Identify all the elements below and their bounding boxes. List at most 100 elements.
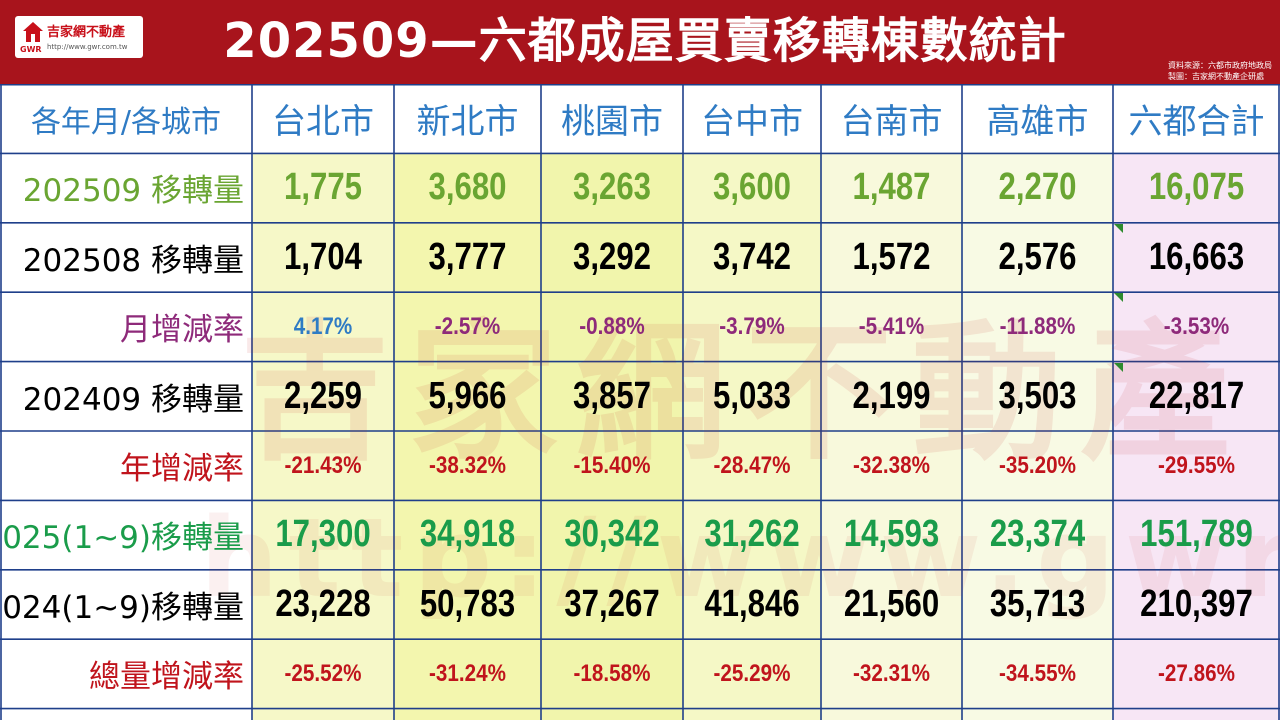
table-row: 2024(1~9)移轉量 23,228 50,783 37,267 41,846 21,5… xyxy=(0,570,1280,639)
table-row: 總量增減率 -25.52% -31.24% -18.58% -25.29% -32.31%… xyxy=(0,639,1280,708)
value-cell: 37,267 xyxy=(564,582,660,625)
value-cell: 30,342 xyxy=(564,513,660,556)
column-header: 台北市 xyxy=(272,102,374,142)
value-cell: 2,576 xyxy=(998,235,1077,278)
value-cell: 21,560 xyxy=(843,582,940,625)
value-cell: 1,487 xyxy=(852,166,931,209)
rate-cell: -21.43% xyxy=(284,451,362,479)
value-cell: 22,817 xyxy=(1148,374,1245,417)
source-note: 資料來源：六都市政府地政局 製圖：吉家網不動產企研處 xyxy=(1168,60,1272,82)
cell-comment-marker xyxy=(1114,293,1123,303)
table-row: 202509 移轉量 1,775 3,680 3,263 3,600 1,487 2,270… xyxy=(0,153,1280,222)
rate-cell: -35.20% xyxy=(999,451,1076,479)
table-row: 202508 移轉量 1,704 3,777 3,292 3,742 1,572 2,576… xyxy=(0,223,1280,292)
column-header: 台中市 xyxy=(701,102,803,142)
value-cell: 50,783 xyxy=(419,582,516,625)
corner-header: 各年月/各城市 xyxy=(30,104,222,140)
rate-cell: -0.88% xyxy=(579,312,645,340)
table-header-row: 各年月/各城市 台北市 新北市 桃園市 台中市 台南市 高雄市 六都合計 xyxy=(0,84,1280,153)
source-line-2: 製圖：吉家網不動產企研處 xyxy=(1168,72,1264,81)
rate-cell: -11.88% xyxy=(999,312,1076,340)
value-cell: 3,680 xyxy=(428,166,507,209)
house-logo-icon xyxy=(23,22,43,42)
rate-cell: 4.17% xyxy=(293,312,353,340)
row-label: 202508 移轉量 xyxy=(22,242,244,279)
page-title: 202509—六都成屋買賣移轉棟數統計 xyxy=(223,13,1067,69)
table-row: 202409 移轉量 2,259 5,966 3,857 5,033 2,199 3,503… xyxy=(0,362,1280,431)
rate-cell: -3.53% xyxy=(1163,312,1230,340)
value-cell: 3,503 xyxy=(998,374,1077,417)
column-background xyxy=(0,84,252,720)
cell-comment-marker xyxy=(1114,223,1123,233)
rate-cell: -29.55% xyxy=(1158,451,1235,479)
rate-cell: -25.29% xyxy=(713,659,791,687)
rate-cell: -38.32% xyxy=(429,451,506,479)
table-grid xyxy=(0,84,1280,720)
cell-comment-marker xyxy=(1114,362,1123,372)
value-cell: 23,228 xyxy=(275,582,371,625)
stats-table: 吉家網不動產 http://www.gwr.com.tw 各年月/各城市台北市新… xyxy=(0,84,1280,720)
value-cell: 3,263 xyxy=(573,166,651,209)
table-row: 2025(1~9)移轉量 17,300 34,918 30,342 31,262 14,5… xyxy=(0,500,1280,569)
value-cell: 16,075 xyxy=(1148,166,1245,209)
value-cell: 3,777 xyxy=(428,235,507,278)
rate-cell: -5.41% xyxy=(858,312,925,340)
column-header: 高雄市 xyxy=(986,102,1089,142)
value-cell: 3,292 xyxy=(573,235,651,278)
rate-cell: -2.57% xyxy=(434,312,501,340)
source-line-1: 資料來源：六都市政府地政局 xyxy=(1168,61,1272,70)
rate-cell: -25.52% xyxy=(284,659,362,687)
value-cell: 3,600 xyxy=(713,166,791,209)
logo-name: 吉家網不動產 xyxy=(47,25,126,40)
column-background xyxy=(683,84,821,720)
value-cell: 210,397 xyxy=(1140,582,1253,625)
value-cell: 34,918 xyxy=(419,513,516,556)
column-header: 新北市 xyxy=(416,102,519,142)
value-cell: 35,713 xyxy=(989,582,1086,625)
column-background xyxy=(1113,84,1280,720)
row-label: 202509 移轉量 xyxy=(22,173,244,210)
value-cell: 23,374 xyxy=(989,513,1086,556)
value-cell: 3,742 xyxy=(713,235,791,278)
rate-cell: -31.24% xyxy=(429,659,506,687)
rate-cell: -32.31% xyxy=(853,659,930,687)
header-bar: 吉家網不動產 GWR http://www.gwr.com.tw 202509—… xyxy=(0,0,1280,84)
row-label: 年增減率 xyxy=(120,451,244,487)
row-label: 月增減率 xyxy=(120,312,244,349)
value-cell: 151,789 xyxy=(1140,513,1253,556)
row-label: 2025(1~9)移轉量 xyxy=(0,520,244,557)
value-cell: 41,846 xyxy=(704,582,800,625)
column-background xyxy=(252,84,394,720)
row-label: 總量增減率 xyxy=(89,659,244,696)
value-cell: 16,663 xyxy=(1148,235,1245,278)
rate-cell: -32.38% xyxy=(853,451,930,479)
value-cell: 2,199 xyxy=(852,374,931,417)
value-cell: 2,270 xyxy=(998,166,1077,209)
header-row-background xyxy=(0,84,1280,154)
column-header: 台南市 xyxy=(840,102,943,142)
rate-cell: -28.47% xyxy=(713,451,791,479)
column-background xyxy=(962,84,1113,720)
value-cell: 1,572 xyxy=(852,235,931,278)
column-header: 六都合計 xyxy=(1128,102,1265,142)
value-cell: 1,775 xyxy=(284,166,362,209)
logo-abbr: GWR xyxy=(20,45,42,54)
value-cell: 31,262 xyxy=(704,513,800,556)
rate-cell: -34.55% xyxy=(999,659,1076,687)
value-cell: 5,966 xyxy=(428,374,507,417)
logo-url: http://www.gwr.com.tw xyxy=(47,43,128,51)
rate-cell: -18.58% xyxy=(573,659,651,687)
rate-cell: -15.40% xyxy=(573,451,651,479)
row-label: 202409 移轉量 xyxy=(22,381,244,418)
value-cell: 3,857 xyxy=(573,374,651,417)
value-cell: 17,300 xyxy=(275,513,371,556)
brand-logo[interactable]: 吉家網不動產 GWR http://www.gwr.com.tw xyxy=(15,16,143,58)
table-row: 月增減率 4.17% -2.57% -0.88% -3.79% -5.41% -11.88%… xyxy=(0,292,1280,361)
row-label: 2024(1~9)移轉量 xyxy=(0,589,244,626)
column-background xyxy=(394,84,541,720)
value-cell: 5,033 xyxy=(713,374,791,417)
table-row: 年增減率 -21.43% -38.32% -15.40% -28.47% -32.38% -… xyxy=(0,431,1280,500)
column-background xyxy=(541,84,683,720)
column-header: 桃園市 xyxy=(561,102,663,142)
